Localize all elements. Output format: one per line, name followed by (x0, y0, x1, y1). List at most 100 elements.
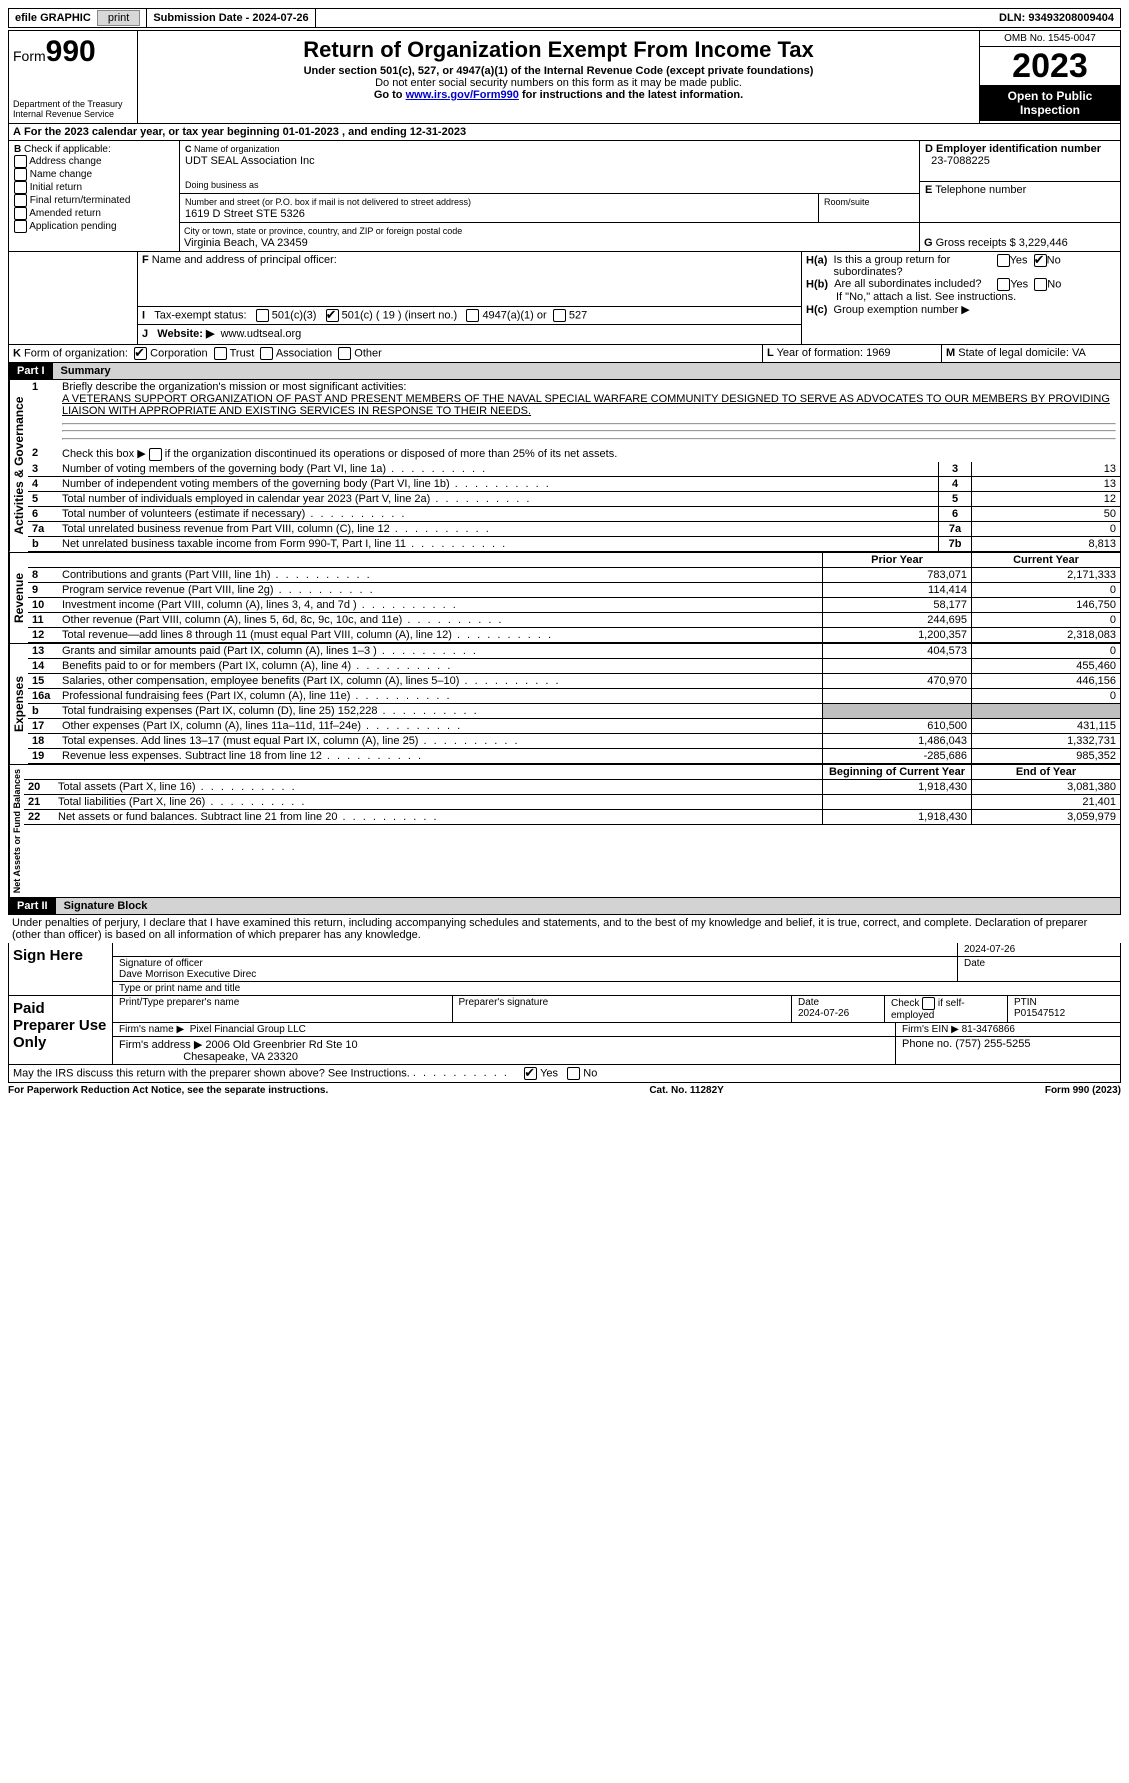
check-trust[interactable] (214, 347, 227, 360)
mission-text: A VETERANS SUPPORT ORGANIZATION OF PAST … (62, 393, 1110, 417)
hdr-end: End of Year (1016, 766, 1076, 778)
hdr-begin: Beginning of Current Year (829, 766, 965, 778)
section-revenue: Revenue Prior Year Current Year 8Contribu… (8, 553, 1121, 644)
part1-tag: Part I (9, 363, 53, 379)
ptin-label: PTIN (1014, 997, 1037, 1008)
line-a: A For the 2023 calendar year, or tax yea… (8, 124, 1121, 141)
check-initial-return[interactable] (14, 181, 27, 194)
hdr-current: Current Year (1013, 554, 1079, 566)
firm-name: Pixel Financial Group LLC (190, 1024, 306, 1035)
check-final-return[interactable] (14, 194, 27, 207)
gov-row: 6Total number of volunteers (estimate if… (28, 506, 1120, 521)
website-label: Website: ▶ (157, 328, 214, 340)
domicile: VA (1072, 347, 1086, 359)
check-4947[interactable] (466, 309, 479, 322)
website-value: www.udtseal.org (221, 328, 302, 340)
submission-date: 2024-07-26 (252, 12, 308, 24)
type-name-label: Type or print name and title (113, 982, 1120, 995)
sign-date: 2024-07-26 (964, 944, 1015, 955)
hb-text: Are all subordinates included? (834, 278, 994, 290)
sign-here-block: Sign Here 2024-07-26 Signature of office… (8, 943, 1121, 996)
hb-no[interactable] (1034, 278, 1047, 291)
check-501c3[interactable] (256, 309, 269, 322)
lineA-end: 12-31-2023 (410, 126, 466, 138)
subtitle-1: Under section 501(c), 527, or 4947(a)(1)… (304, 65, 814, 77)
ha-no[interactable] (1034, 254, 1047, 267)
hb-yes[interactable] (997, 278, 1010, 291)
check-self-employed[interactable] (922, 997, 935, 1010)
subtitle-2: Do not enter social security numbers on … (148, 77, 969, 89)
section-governance: Activities & Governance 1 Briefly descri… (8, 380, 1121, 553)
footer-mid: Cat. No. 11282Y (649, 1085, 723, 1096)
footer-left: For Paperwork Reduction Act Notice, see … (8, 1085, 328, 1096)
data-row: 16aProfessional fundraising fees (Part I… (28, 688, 1120, 703)
tax-exempt-label: Tax-exempt status: (154, 309, 246, 321)
check-527[interactable] (553, 309, 566, 322)
check-application-pending[interactable] (14, 220, 27, 233)
part1-header: Part I Summary (8, 363, 1121, 380)
side-revenue: Revenue (9, 553, 28, 643)
discuss-no[interactable] (567, 1067, 580, 1080)
paid-preparer-block: Paid Preparer Use Only Print/Type prepar… (8, 996, 1121, 1065)
gov-row: 4Number of independent voting members of… (28, 476, 1120, 491)
room-label: Room/suite (824, 197, 870, 207)
gov-row: 5Total number of individuals employed in… (28, 491, 1120, 506)
identity-block: B Check if applicable: Address change Na… (8, 141, 1121, 252)
ein-label: Employer identification number (936, 143, 1101, 155)
data-row: 10Investment income (Part VIII, column (… (28, 597, 1120, 612)
data-row: 20Total assets (Part X, line 16)1,918,43… (24, 780, 1120, 795)
ha-yes[interactable] (997, 254, 1010, 267)
date-label: Date (964, 958, 985, 969)
top-bar: efile GRAPHIC print Submission Date - 20… (8, 8, 1121, 28)
city-label: City or town, state or province, country… (184, 226, 462, 236)
check-association[interactable] (260, 347, 273, 360)
dln-label: DLN: (999, 12, 1028, 24)
goto-post: for instructions and the latest informat… (519, 89, 743, 101)
gov-row: 3Number of voting members of the governi… (28, 462, 1120, 477)
firm-addr1: 2006 Old Greenbrier Rd Ste 10 (205, 1039, 357, 1051)
check-amended-return[interactable] (14, 207, 27, 220)
check-address-change[interactable] (14, 155, 27, 168)
netassets-table: 20Total assets (Part X, line 16)1,918,43… (24, 780, 1120, 825)
governance-table: 3Number of voting members of the governi… (28, 462, 1120, 552)
fh-block: F Name and address of principal officer:… (8, 252, 1121, 345)
check-name-change[interactable] (14, 168, 27, 181)
print-button[interactable]: print (97, 10, 140, 26)
lineA-mid: , and ending (339, 126, 410, 138)
gross-value: 3,229,446 (1019, 237, 1068, 249)
check-other[interactable] (338, 347, 351, 360)
data-row: 8Contributions and grants (Part VIII, li… (28, 568, 1120, 583)
dba-label: Doing business as (185, 180, 259, 190)
officer-label: Name and address of principal officer: (152, 254, 337, 266)
hdr-prior: Prior Year (871, 554, 923, 566)
sign-here-label: Sign Here (9, 943, 113, 995)
data-row: 21Total liabilities (Part X, line 26)21,… (24, 794, 1120, 809)
data-row: 19Revenue less expenses. Subtract line 1… (28, 748, 1120, 763)
side-governance: Activities & Governance (9, 380, 28, 552)
discuss-yes[interactable] (524, 1067, 537, 1080)
revenue-table: 8Contributions and grants (Part VIII, li… (28, 568, 1120, 643)
firm-addr2: Chesapeake, VA 23320 (183, 1051, 298, 1063)
org-address: 1619 D Street STE 5326 (185, 208, 305, 220)
tax-year: 2023 (980, 47, 1120, 85)
addr-label: Number and street (or P.O. box if mail i… (185, 197, 471, 207)
side-expenses: Expenses (9, 644, 28, 764)
form-title: Return of Organization Exempt From Incom… (148, 37, 969, 63)
firm-name-label: Firm's name ▶ (119, 1024, 184, 1035)
data-row: 17Other expenses (Part IX, column (A), l… (28, 718, 1120, 733)
check-corporation[interactable] (134, 347, 147, 360)
data-row: 18Total expenses. Add lines 13–17 (must … (28, 733, 1120, 748)
part2-title: Signature Block (56, 898, 1120, 914)
dept-treasury: Department of the Treasury (13, 99, 133, 109)
dln-value: 93493208009404 (1028, 12, 1114, 24)
firm-addr-label: Firm's address ▶ (119, 1039, 202, 1051)
data-row: 9Program service revenue (Part VIII, lin… (28, 582, 1120, 597)
irs-link[interactable]: www.irs.gov/Form990 (406, 89, 519, 101)
check-discontinued[interactable] (149, 448, 162, 461)
submission-label: Submission Date - (153, 12, 252, 24)
check-501c[interactable] (326, 309, 339, 322)
omb-number: OMB No. 1545-0047 (980, 31, 1120, 47)
data-row: 14Benefits paid to or for members (Part … (28, 658, 1120, 673)
data-row: 11Other revenue (Part VIII, column (A), … (28, 612, 1120, 627)
gross-label: Gross receipts $ (936, 237, 1016, 249)
